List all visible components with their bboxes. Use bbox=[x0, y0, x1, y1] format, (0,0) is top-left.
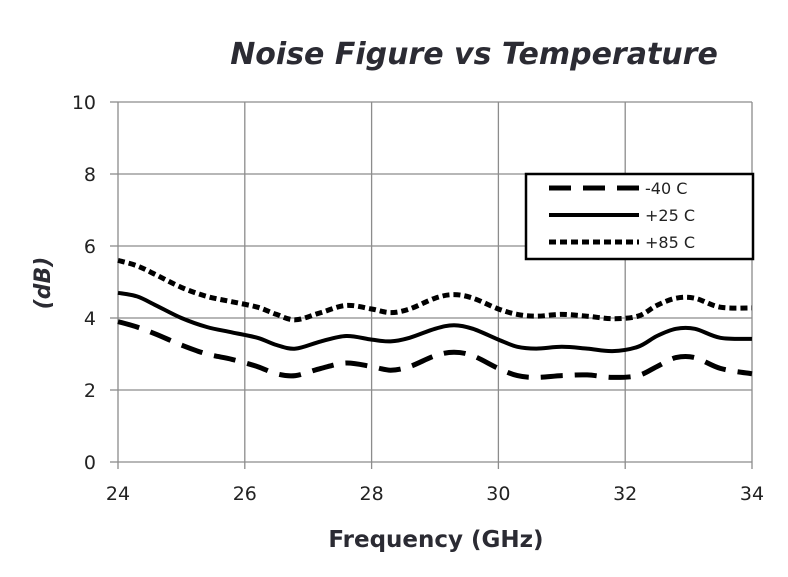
y-tick-label: 10 bbox=[72, 92, 96, 114]
y-tick-label: 2 bbox=[84, 380, 96, 402]
x-tick-label: 28 bbox=[360, 483, 384, 505]
grid bbox=[110, 101, 753, 469]
legend: -40 C +25 C +85 C bbox=[524, 172, 755, 261]
legend-label-minus40: -40 C bbox=[645, 179, 687, 198]
y-tick-label: 0 bbox=[84, 452, 96, 474]
series-line-0 bbox=[117, 319, 753, 380]
x-axis-label: Frequency (GHz) bbox=[328, 527, 543, 553]
legend-label-plus25: +25 C bbox=[645, 206, 695, 225]
y-tick-label: 6 bbox=[84, 236, 96, 258]
x-tick-label: 34 bbox=[740, 483, 764, 505]
legend-label-plus85: +85 C bbox=[645, 233, 695, 252]
series-line-1 bbox=[117, 290, 753, 354]
series-line-2 bbox=[117, 257, 753, 323]
series-lines bbox=[117, 257, 753, 380]
y-axis-label: (dB) bbox=[31, 257, 56, 310]
x-tick-label: 26 bbox=[233, 483, 257, 505]
x-tick-label: 30 bbox=[486, 483, 510, 505]
y-tick-label: 4 bbox=[84, 308, 96, 330]
y-tick-label: 8 bbox=[84, 164, 96, 186]
x-tick-label: 32 bbox=[613, 483, 637, 505]
x-tick-label: 24 bbox=[106, 483, 130, 505]
chart-title: Noise Figure vs Temperature bbox=[230, 37, 718, 72]
